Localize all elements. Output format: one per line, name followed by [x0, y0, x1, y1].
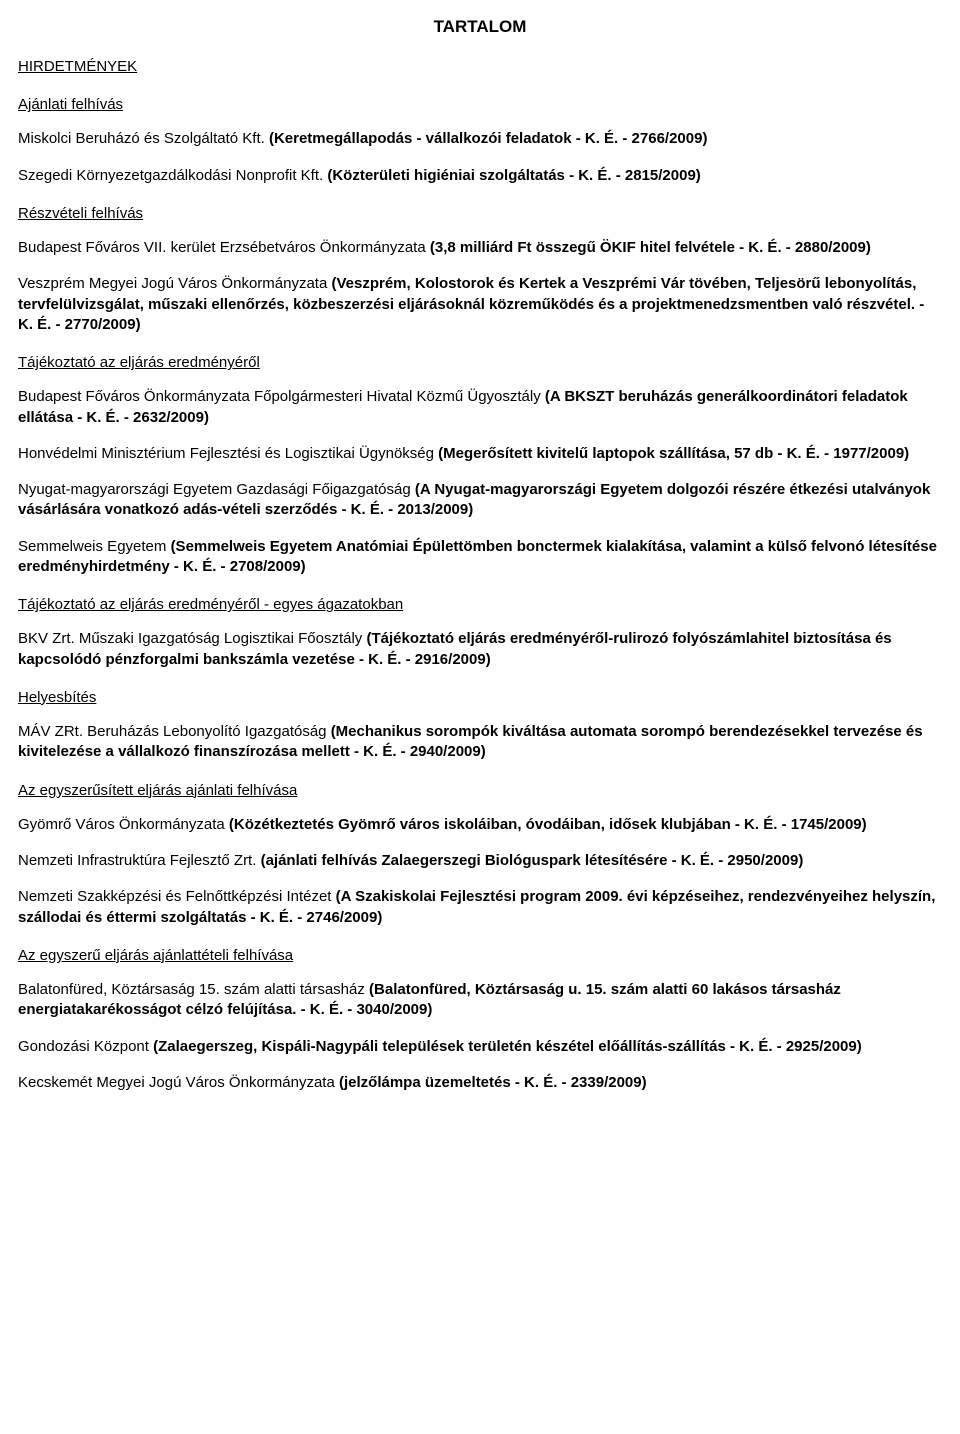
section-ajanlati-felhivas: Ajánlati felhívás: [18, 95, 942, 115]
entry-org: Budapest Főváros Önkormányzata Főpolgárm…: [18, 388, 545, 405]
entry-org: Kecskemét Megyei Jogú Város Önkormányzat…: [18, 1074, 339, 1091]
entry-detail: (Közétkeztetés Gyömrő város iskoláiban, …: [229, 816, 867, 833]
category-heading: HIRDETMÉNYEK: [18, 57, 942, 77]
page-title: TARTALOM: [18, 16, 942, 39]
section-reszveteli-felhivas: Részvételi felhívás: [18, 204, 942, 224]
entry-detail: (Közterületi higiéniai szolgáltatás - K.…: [327, 167, 700, 184]
entry: Nyugat-magyarországi Egyetem Gazdasági F…: [18, 480, 942, 521]
section-egyszeru-ajanlatteteli: Az egyszerű eljárás ajánlattételi felhív…: [18, 946, 942, 966]
entry: MÁV ZRt. Beruházás Lebonyolító Igazgatós…: [18, 722, 942, 763]
entry-detail: (3,8 milliárd Ft összegű ÖKIF hitel felv…: [430, 239, 871, 256]
entry: Semmelweis Egyetem (Semmelweis Egyetem A…: [18, 537, 942, 578]
entry: Miskolci Beruházó és Szolgáltató Kft. (K…: [18, 129, 942, 149]
section-tajekoztato-agazat: Tájékoztató az eljárás eredményéről - eg…: [18, 595, 942, 615]
entry: Gyömrő Város Önkormányzata (Közétkezteté…: [18, 815, 942, 835]
entry-detail: (Megerősített kivitelű laptopok szállítá…: [438, 445, 909, 462]
entry: Honvédelmi Minisztérium Fejlesztési és L…: [18, 444, 942, 464]
entry-org: Szegedi Környezetgazdálkodási Nonprofit …: [18, 167, 327, 184]
entry: Gondozási Központ (Zalaegerszeg, Kispáli…: [18, 1037, 942, 1057]
section-helyesbites: Helyesbítés: [18, 688, 942, 708]
entry-org: Miskolci Beruházó és Szolgáltató Kft.: [18, 130, 269, 147]
entry-org: MÁV ZRt. Beruházás Lebonyolító Igazgatós…: [18, 723, 331, 740]
entry-org: Nemzeti Szakképzési és Felnőttképzési In…: [18, 888, 336, 905]
entry-org: Honvédelmi Minisztérium Fejlesztési és L…: [18, 445, 438, 462]
entry-org: BKV Zrt. Műszaki Igazgatóság Logisztikai…: [18, 630, 366, 647]
entry: Szegedi Környezetgazdálkodási Nonprofit …: [18, 166, 942, 186]
section-tajekoztato-eredmeny: Tájékoztató az eljárás eredményéről: [18, 353, 942, 373]
section-egyszerusitett-ajanlati: Az egyszerűsített eljárás ajánlati felhí…: [18, 781, 942, 801]
entry-org: Semmelweis Egyetem: [18, 538, 171, 555]
entry-detail: (Keretmegállapodás - vállalkozói feladat…: [269, 130, 708, 147]
entry-org: Veszprém Megyei Jogú Város Önkormányzata: [18, 275, 331, 292]
entry-detail: (jelzőlámpa üzemeltetés - K. É. - 2339/2…: [339, 1074, 647, 1091]
entry: BKV Zrt. Műszaki Igazgatóság Logisztikai…: [18, 629, 942, 670]
entry: Budapest Főváros Önkormányzata Főpolgárm…: [18, 387, 942, 428]
entry: Veszprém Megyei Jogú Város Önkormányzata…: [18, 274, 942, 335]
entry-org: Nemzeti Infrastruktúra Fejlesztő Zrt.: [18, 852, 261, 869]
entry-org: Budapest Főváros VII. kerület Erzsébetvá…: [18, 239, 430, 256]
entry-detail: (ajánlati felhívás Zalaegerszegi Biológu…: [261, 852, 804, 869]
entry-org: Nyugat-magyarországi Egyetem Gazdasági F…: [18, 481, 415, 498]
entry-detail: (Zalaegerszeg, Kispáli-Nagypáli települé…: [153, 1038, 862, 1055]
entry: Nemzeti Infrastruktúra Fejlesztő Zrt. (a…: [18, 851, 942, 871]
entry: Nemzeti Szakképzési és Felnőttképzési In…: [18, 887, 942, 928]
entry: Kecskemét Megyei Jogú Város Önkormányzat…: [18, 1073, 942, 1093]
entry: Budapest Főváros VII. kerület Erzsébetvá…: [18, 238, 942, 258]
entry-org: Balatonfüred, Köztársaság 15. szám alatt…: [18, 981, 369, 998]
entry: Balatonfüred, Köztársaság 15. szám alatt…: [18, 980, 942, 1021]
entry-org: Gondozási Központ: [18, 1038, 153, 1055]
entry-org: Gyömrő Város Önkormányzata: [18, 816, 229, 833]
